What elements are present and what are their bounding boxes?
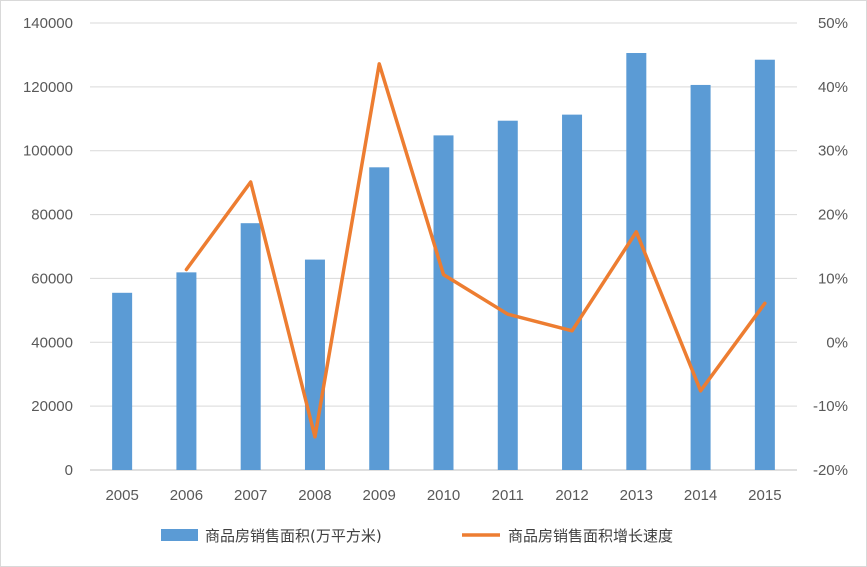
bar-2007: [240, 223, 261, 470]
x-tick-label: 2008: [298, 487, 331, 504]
x-tick-label: 2007: [234, 487, 267, 504]
right-tick-label: 50%: [818, 15, 848, 32]
x-axis-ticks: 2005 2006 2007 2008 2009 2010 2011 2012 2013 2014…: [105, 487, 781, 504]
left-tick-label: 120000: [23, 79, 73, 96]
left-tick-label: 60000: [31, 270, 73, 287]
right-tick-label: 40%: [818, 79, 848, 96]
left-tick-label: 20000: [31, 398, 73, 415]
left-tick-label: 80000: [31, 207, 73, 224]
x-tick-label: 2014: [684, 487, 717, 504]
legend: 商品房销售面积(万平方米) 商品房销售面积增长速度: [161, 527, 673, 545]
legend-label-line: 商品房销售面积增长速度: [508, 527, 673, 545]
line-series: [184, 62, 767, 439]
bar-2015: [754, 59, 775, 470]
bar-2009: [369, 167, 390, 470]
left-tick-label: 40000: [31, 334, 73, 351]
x-tick-label: 2015: [748, 487, 781, 504]
growth-line: [184, 62, 767, 439]
bar-2012: [562, 114, 583, 470]
bar-2013: [626, 53, 647, 471]
bar-2011: [497, 120, 518, 471]
bar-2010: [433, 135, 454, 471]
bar-series: [112, 53, 775, 471]
bar-2005: [112, 292, 133, 470]
left-tick-label: 140000: [23, 15, 73, 32]
right-tick-label: 10%: [818, 270, 848, 287]
x-tick-label: 2010: [427, 487, 460, 504]
right-tick-label: 30%: [818, 143, 848, 160]
bar-2006: [176, 272, 197, 470]
x-tick-label: 2006: [170, 487, 203, 504]
bar-2014: [690, 84, 711, 470]
left-axis-ticks: 0 20000 40000 60000 80000 100000 120000 140000: [23, 15, 73, 479]
right-tick-label: 0%: [826, 334, 848, 351]
right-tick-label: -20%: [813, 462, 848, 479]
right-axis-ticks: -20% -10% 0% 10% 20% 30% 40% 50%: [813, 15, 848, 479]
legend-swatch-bars: [161, 529, 198, 541]
x-tick-label: 2012: [555, 487, 588, 504]
x-tick-label: 2013: [620, 487, 653, 504]
x-tick-label: 2005: [105, 487, 138, 504]
left-tick-label: 0: [65, 462, 73, 479]
right-tick-label: 20%: [818, 207, 848, 224]
legend-label-bars: 商品房销售面积(万平方米): [205, 527, 382, 545]
x-tick-label: 2009: [363, 487, 396, 504]
right-tick-label: -10%: [813, 398, 848, 415]
x-tick-label: 2011: [492, 487, 524, 504]
left-tick-label: 100000: [23, 143, 73, 160]
